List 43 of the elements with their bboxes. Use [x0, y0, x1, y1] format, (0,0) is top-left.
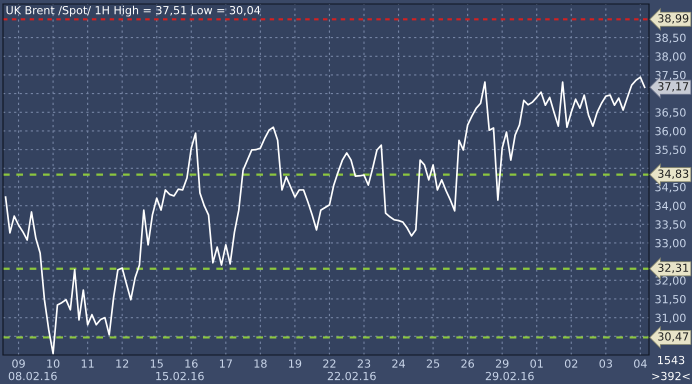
x-tick-label: 02 [564, 359, 578, 368]
y-tick-label: 35,50 [655, 146, 686, 156]
x-tick-label: 03 [599, 359, 612, 368]
x-tick-label: 15 [150, 360, 163, 368]
x-tick-label: 25 [426, 359, 440, 368]
y-tick-label: 31,50 [655, 294, 686, 304]
x-tick-label: 22 [323, 359, 336, 368]
x-tick-label: 23 [358, 359, 370, 368]
x-tick-label: 10 [47, 359, 60, 368]
ref-line-label: 38,99 [658, 14, 688, 24]
x-tick-label: 24 [392, 359, 405, 368]
text: 15.02.16 [156, 372, 204, 380]
text: 08.02.16 [8, 372, 57, 380]
text: >392< [652, 372, 690, 380]
x-tick-label: 04 [634, 359, 647, 368]
y-tick-label: 33,00 [655, 238, 686, 248]
y-tick-label: 36,50 [655, 108, 686, 118]
text: 37,17 [658, 82, 688, 92]
ref-line-label: 30,47 [658, 332, 688, 342]
y-tick-label: 38,50 [655, 34, 686, 44]
chart-title: UK Brent /Spot/ 1H High = 37,51 Low = 30,04 [6, 6, 260, 17]
x-tick-label: 12 [116, 359, 128, 368]
y-tick-label: 34,00 [655, 202, 686, 212]
x-tick-label: 18 [254, 359, 267, 368]
x-tick-label: 09 [12, 359, 25, 368]
y-tick-label: 38,00 [655, 52, 686, 62]
x-tick-label: 29 [496, 359, 508, 368]
x-tick-label: 26 [461, 359, 474, 368]
x-tick-label: 01 [530, 359, 543, 368]
y-tick-label: 34,50 [655, 182, 686, 192]
text: 29.02.16 [486, 372, 534, 380]
x-tick-label: 16 [185, 359, 198, 368]
x-tick-label: 19 [289, 359, 302, 368]
y-tick-label: 31,00 [655, 314, 686, 324]
ref-line-label: 32,31 [658, 264, 688, 274]
text: 1543 [658, 356, 684, 364]
x-tick-label: 11 [82, 360, 94, 368]
y-tick-label: 36,00 [655, 126, 686, 136]
text: 22.02.16 [328, 372, 376, 380]
x-tick-label: 17 [220, 360, 232, 368]
line-series [4, 76, 646, 354]
ref-line-label: 34,83 [658, 169, 688, 180]
y-tick-label: 33,50 [655, 220, 686, 230]
